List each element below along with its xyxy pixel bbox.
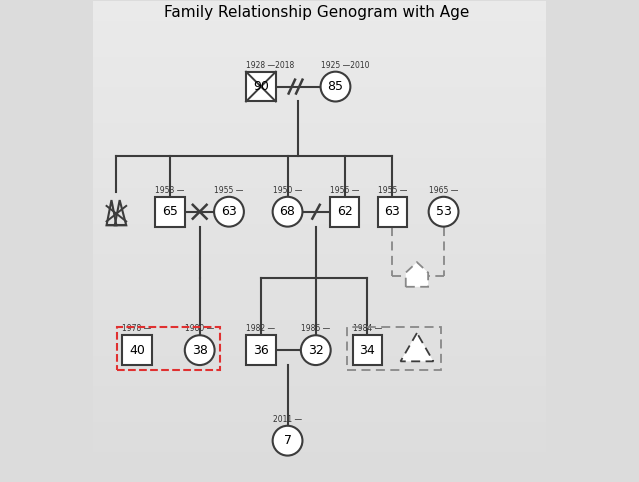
Text: 65: 65 — [162, 205, 178, 218]
Text: 1956 —: 1956 — — [330, 186, 359, 195]
Bar — [378, 197, 407, 227]
Circle shape — [273, 197, 302, 227]
Circle shape — [214, 197, 244, 227]
Text: 1955 —: 1955 — — [214, 186, 243, 195]
Circle shape — [185, 335, 215, 365]
Text: 1986 —: 1986 — — [301, 324, 330, 334]
Text: 2011 —: 2011 — — [273, 415, 302, 424]
Text: 1978 —: 1978 — — [122, 324, 151, 334]
Text: 7: 7 — [284, 434, 291, 447]
Bar — [122, 335, 152, 365]
Bar — [330, 197, 359, 227]
Text: 1953 —: 1953 — — [155, 186, 185, 195]
Polygon shape — [401, 333, 433, 362]
Bar — [155, 197, 185, 227]
Circle shape — [429, 197, 458, 227]
Text: 1928 —2018: 1928 —2018 — [246, 61, 295, 70]
Bar — [246, 72, 276, 102]
Circle shape — [321, 72, 350, 102]
Text: 1984 —: 1984 — — [353, 324, 381, 334]
Text: 90: 90 — [253, 80, 269, 93]
Bar — [117, 327, 220, 370]
Circle shape — [273, 426, 302, 455]
Bar — [353, 335, 382, 365]
Text: 1980 —: 1980 — — [185, 324, 214, 334]
Text: 68: 68 — [280, 205, 295, 218]
Text: 63: 63 — [221, 205, 237, 218]
Text: 1925 —2010: 1925 —2010 — [321, 61, 369, 70]
Text: 34: 34 — [360, 344, 375, 357]
Text: 32: 32 — [308, 344, 323, 357]
Text: 85: 85 — [327, 80, 344, 93]
Bar — [246, 335, 276, 365]
Text: Family Relationship Genogram with Age: Family Relationship Genogram with Age — [164, 4, 470, 20]
Text: 1950 —: 1950 — — [273, 186, 302, 195]
Text: 1955 —: 1955 — — [378, 186, 407, 195]
Text: 1965 —: 1965 — — [429, 186, 458, 195]
Text: 1982 —: 1982 — — [246, 324, 275, 334]
Text: 38: 38 — [192, 344, 208, 357]
Text: 53: 53 — [436, 205, 452, 218]
Text: 62: 62 — [337, 205, 352, 218]
Circle shape — [301, 335, 330, 365]
Text: 40: 40 — [129, 344, 145, 357]
Polygon shape — [406, 262, 428, 287]
Text: 36: 36 — [253, 344, 269, 357]
Bar — [347, 327, 442, 370]
Text: 63: 63 — [385, 205, 400, 218]
